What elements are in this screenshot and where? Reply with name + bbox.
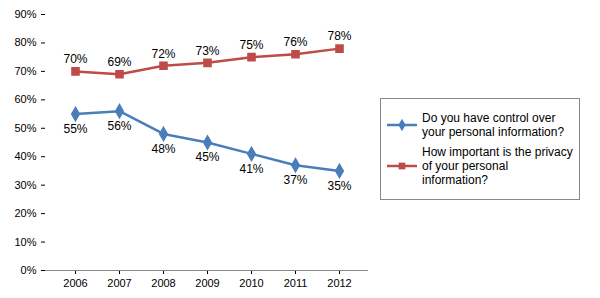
svg-text:90%: 90% xyxy=(14,8,36,20)
svg-text:41%: 41% xyxy=(239,162,263,176)
svg-text:37%: 37% xyxy=(283,173,307,187)
svg-text:2006: 2006 xyxy=(63,277,87,289)
svg-text:2008: 2008 xyxy=(151,277,175,289)
svg-text:73%: 73% xyxy=(195,44,219,58)
svg-text:20%: 20% xyxy=(14,207,36,219)
svg-text:76%: 76% xyxy=(283,35,307,49)
svg-text:70%: 70% xyxy=(63,52,87,66)
html-text:How important is the privacy o: How important is the privacy of your per… xyxy=(422,145,573,187)
svg-text:2011: 2011 xyxy=(284,277,308,289)
svg-text:80%: 80% xyxy=(14,36,36,48)
svg-text:45%: 45% xyxy=(195,150,219,164)
svg-text:70%: 70% xyxy=(14,65,36,77)
svg-text:60%: 60% xyxy=(14,93,36,105)
svg-text:75%: 75% xyxy=(239,38,263,52)
svg-text:72%: 72% xyxy=(151,47,175,61)
svg-text:56%: 56% xyxy=(107,119,131,133)
svg-text:78%: 78% xyxy=(327,29,351,43)
svg-text:2010: 2010 xyxy=(239,277,263,289)
svg-text:0%: 0% xyxy=(21,264,37,276)
svg-text:30%: 30% xyxy=(14,179,36,191)
svg-text:55%: 55% xyxy=(63,122,87,136)
svg-text:48%: 48% xyxy=(151,142,175,156)
svg-text:2007: 2007 xyxy=(107,277,131,289)
svg-text:50%: 50% xyxy=(14,122,36,134)
html-text:Do you have control over your: Do you have control over your personal i… xyxy=(422,111,565,139)
svg-text:2009: 2009 xyxy=(195,277,219,289)
svg-text:69%: 69% xyxy=(107,55,131,69)
svg-text:10%: 10% xyxy=(14,236,36,248)
svg-text:35%: 35% xyxy=(327,179,351,193)
svg-text:2012: 2012 xyxy=(327,277,351,289)
svg-text:40%: 40% xyxy=(14,150,36,162)
